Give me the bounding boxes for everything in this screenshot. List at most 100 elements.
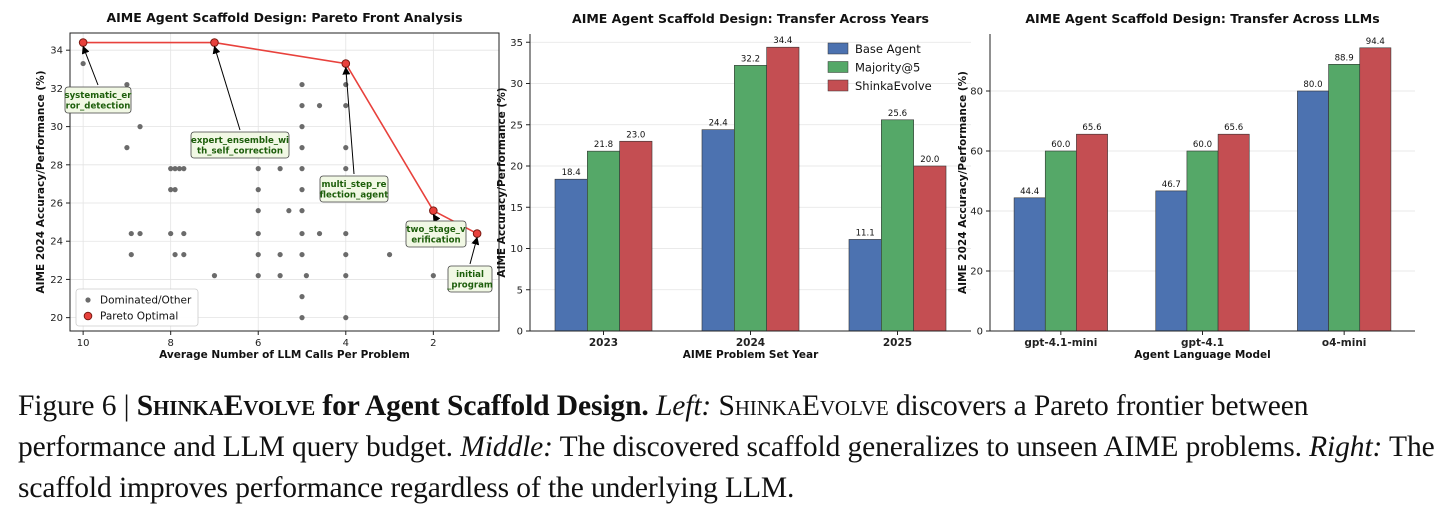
y-tick-label: 0 xyxy=(517,327,523,338)
y-axis-label: AIME 2024 Accuracy/Performance (%) xyxy=(957,71,969,294)
dominated-point xyxy=(299,166,305,172)
dominated-point xyxy=(277,251,283,258)
dominated-point xyxy=(299,230,305,237)
legend-label-dominated: Dominated/Other xyxy=(100,295,192,307)
pareto-point xyxy=(472,229,482,238)
annotation-box xyxy=(319,175,389,203)
y-tick-label: 0 xyxy=(977,327,983,338)
bar-base-agent xyxy=(1297,90,1329,332)
annotation-label: th_self_correction xyxy=(197,147,283,157)
x-tick-label: 8 xyxy=(167,338,173,349)
x-tick-label: o4-mini xyxy=(1322,337,1367,349)
y-tick-label: 20 xyxy=(510,162,523,173)
bar-base-agent xyxy=(1013,197,1046,332)
bar-value-label: 24.4 xyxy=(709,119,728,129)
legend-swatch xyxy=(827,61,849,73)
bar-value-label: 11.1 xyxy=(856,228,875,238)
pareto-point xyxy=(210,38,219,47)
dominated-point xyxy=(299,124,305,130)
dominated-point xyxy=(430,273,436,279)
annotation-label: initial xyxy=(456,270,484,280)
dominated-point xyxy=(255,166,261,172)
bar-majority-5 xyxy=(1044,150,1077,332)
dominated-point xyxy=(299,208,305,214)
dominated-point xyxy=(343,315,349,321)
y-tick-label: 26 xyxy=(50,199,63,210)
dominated-point xyxy=(316,230,323,237)
bar-value-label: 32.2 xyxy=(741,54,760,64)
dominated-point xyxy=(343,102,349,109)
annotation-arrow xyxy=(432,213,441,223)
annotation-box xyxy=(64,86,132,114)
legend: Dominated/Other Pareto Optimal xyxy=(75,288,199,327)
dominated-point xyxy=(211,273,218,279)
dominated-point xyxy=(128,230,134,237)
legend-marker-dominated xyxy=(85,297,91,303)
y-tick-label: 5 xyxy=(517,285,523,296)
annotation-label: systematic_er xyxy=(64,91,132,101)
caption-right-label: Right: xyxy=(1309,431,1383,463)
dominated-point xyxy=(299,251,305,258)
legend-box xyxy=(75,288,199,327)
bar-shinkaevolve xyxy=(1359,47,1392,332)
y-tick-label: 20 xyxy=(50,313,63,324)
dominated-point xyxy=(172,166,178,172)
annotation-box xyxy=(405,220,467,248)
bar-majority-5 xyxy=(1328,64,1361,332)
annotation-arrow xyxy=(342,66,355,175)
legend-label: Base Agent xyxy=(855,42,921,56)
annotation-label: erification xyxy=(411,236,460,246)
y-tick-label: 60 xyxy=(970,147,983,158)
y-tick-label: 10 xyxy=(510,244,523,255)
pareto-point xyxy=(429,206,438,215)
bar-value-label: 88.9 xyxy=(1335,53,1354,63)
y-tick-label: 25 xyxy=(510,120,523,131)
bar-value-label: 34.4 xyxy=(773,36,792,46)
caption-left-label: Left: xyxy=(655,390,712,422)
dominated-point xyxy=(128,251,134,258)
annotation-label: flection_agent xyxy=(320,191,389,201)
bar-value-label: 46.7 xyxy=(1162,180,1181,190)
y-tick-label: 28 xyxy=(50,160,63,171)
x-tick-label: gpt-4.1 xyxy=(1181,337,1224,349)
bar-value-label: 94.4 xyxy=(1366,37,1385,47)
chart-title: AIME Agent Scaffold Design: Pareto Front… xyxy=(106,10,462,25)
dominated-point xyxy=(277,273,283,279)
dominated-point xyxy=(181,166,187,172)
figure-caption: Figure 6 | ShinkaEvolve for Agent Scaffo… xyxy=(18,386,1443,509)
y-tick-label: 40 xyxy=(970,207,983,218)
legend-swatch xyxy=(827,42,849,55)
dominated-point xyxy=(124,81,130,88)
annotation-label: ror_detection xyxy=(66,102,131,112)
dominated-point xyxy=(316,102,323,109)
x-tick-label: 2025 xyxy=(883,337,912,349)
bar-value-label: 80.0 xyxy=(1303,80,1322,90)
pareto-point xyxy=(78,38,88,47)
bar-shinkaevolve xyxy=(1076,133,1108,332)
bar-shinkaevolve xyxy=(619,140,653,332)
x-tick-label: 10 xyxy=(77,338,90,349)
bar-base-agent xyxy=(1155,190,1188,332)
dominated-point xyxy=(255,273,261,279)
dominated-point xyxy=(299,81,305,88)
dominated-point xyxy=(168,166,174,172)
legend-label: Majority@5 xyxy=(855,61,920,75)
x-axis-label: AIME Problem Set Year xyxy=(683,349,819,361)
caption-middle-label: Middle: xyxy=(460,431,553,463)
dominated-point xyxy=(299,102,305,109)
dominated-point xyxy=(343,145,349,151)
bar-base-agent xyxy=(701,129,735,332)
dominated-point xyxy=(181,230,187,237)
annotation-arrow xyxy=(81,45,99,86)
caption-left-system-name: ShinkaEvolve xyxy=(718,390,889,422)
x-tick-label: 2 xyxy=(430,338,436,349)
caption-system-name: ShinkaEvolve xyxy=(136,390,316,422)
dominated-point xyxy=(181,251,187,258)
y-tick-label: 34 xyxy=(50,46,63,57)
bar-value-label: 65.6 xyxy=(1224,123,1243,133)
caption-left-text: discovers a Pareto frontier between perf… xyxy=(18,390,1309,463)
bar-shinkaevolve xyxy=(1217,133,1250,332)
figure-6-charts: 20 22 24 26 28 30 32 34 10 8 6 4 2 AIME Agent Scaffol… xyxy=(35,10,1415,361)
y-tick-label: 35 xyxy=(510,38,523,49)
dominated-point xyxy=(386,251,393,258)
